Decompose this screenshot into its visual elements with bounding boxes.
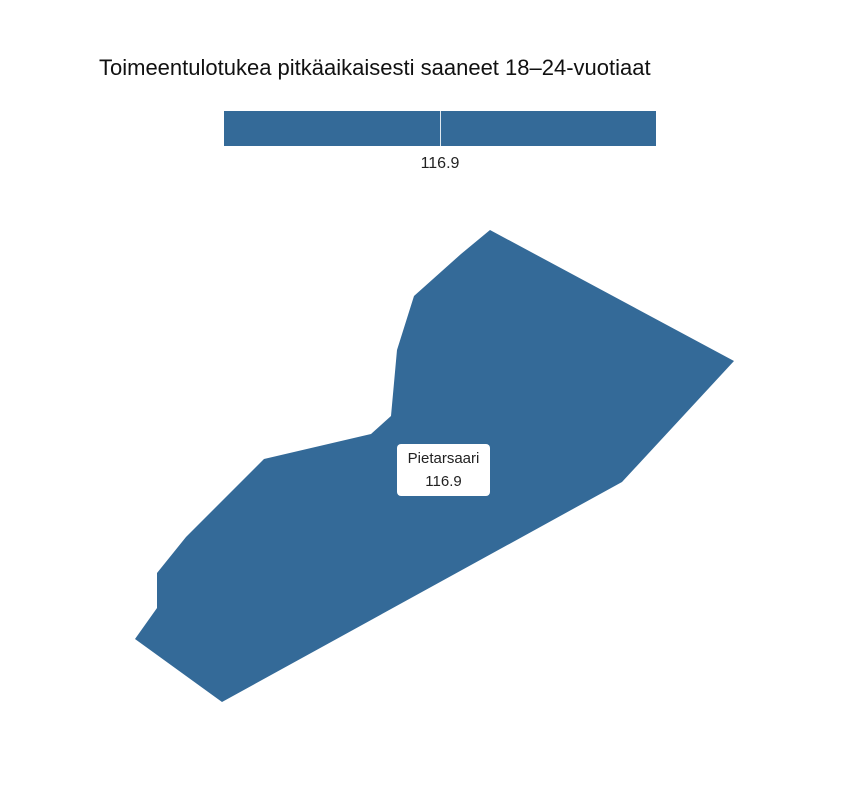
legend-value-label: 116.9 xyxy=(420,155,460,172)
legend-tick xyxy=(440,111,441,146)
tooltip-region-value: 116.9 xyxy=(425,473,462,490)
tooltip-region-name: Pietarsaari xyxy=(407,450,480,467)
map-title: Toimeentulotukea pitkäaikaisesti saaneet… xyxy=(99,55,651,80)
color-legend: 116.9 xyxy=(224,111,656,172)
region-tooltip: Pietarsaari 116.9 xyxy=(397,444,490,496)
